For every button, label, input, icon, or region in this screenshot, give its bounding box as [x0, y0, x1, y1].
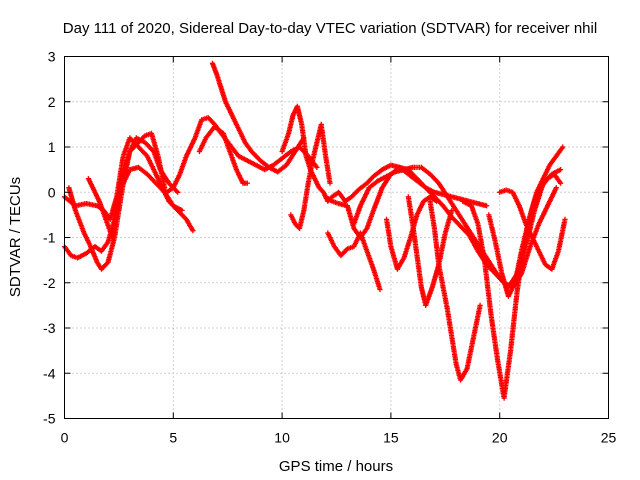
marker-trace — [405, 194, 455, 308]
series-arc-11 — [325, 230, 383, 293]
y-tick-label: -4 — [43, 365, 56, 381]
series-arc-6 — [209, 60, 307, 175]
y-tick-label: 1 — [48, 139, 56, 155]
series-arc-18 — [497, 187, 568, 272]
chart-title: Day 111 of 2020, Sidereal Day-to-day VTE… — [63, 20, 597, 37]
y-tick-label: -1 — [43, 230, 56, 246]
y-axis-title: SDTVAR / TECUs — [7, 177, 24, 297]
marker-trace — [427, 198, 483, 383]
marker-trace — [288, 121, 333, 231]
marker-trace — [497, 187, 568, 272]
series-arc-9 — [288, 121, 333, 231]
x-tick-label: 20 — [492, 430, 508, 446]
x-axis-title: GPS time / hours — [279, 458, 393, 475]
marker-trace — [196, 124, 250, 186]
series-arc-14 — [405, 194, 455, 308]
marker-trace — [279, 103, 490, 209]
x-tick-label: 25 — [601, 430, 617, 446]
series-arc-16 — [460, 144, 566, 401]
series-arc-17 — [486, 171, 564, 299]
marker-trace — [486, 171, 564, 299]
series-arc-8 — [279, 103, 490, 209]
x-tick-label: 15 — [383, 430, 399, 446]
axis-ticks: 0 5 10 15 20 25 -5 -4 -3 -2 -1 0 1 2 3 — [43, 49, 616, 446]
y-tick-label: 3 — [48, 49, 56, 65]
y-tick-label: -2 — [43, 275, 56, 291]
series-arc-7 — [196, 124, 250, 186]
x-tick-label: 10 — [274, 430, 290, 446]
data-marks — [61, 60, 568, 401]
y-tick-label: 0 — [48, 184, 56, 200]
x-tick-label: 0 — [61, 430, 69, 446]
marker-trace — [325, 230, 383, 293]
marker-trace — [85, 130, 168, 241]
y-tick-label: -3 — [43, 320, 56, 336]
series-arc-4 — [85, 130, 168, 241]
marker-trace — [460, 144, 566, 401]
series-arc-15 — [427, 198, 483, 383]
y-tick-label: -5 — [43, 411, 56, 427]
x-tick-label: 5 — [169, 430, 177, 446]
marker-trace — [209, 60, 307, 175]
y-tick-label: 2 — [48, 94, 56, 110]
